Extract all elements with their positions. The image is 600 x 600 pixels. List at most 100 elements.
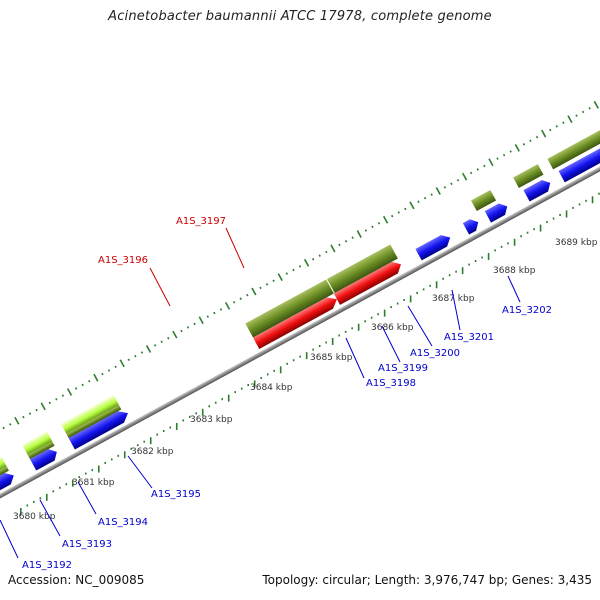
- gene-label[interactable]: A1S_3198: [366, 378, 416, 389]
- label-leaders: [0, 227, 521, 559]
- gene-label[interactable]: A1S_3202: [502, 305, 552, 316]
- tick-mark: [549, 128, 552, 132]
- tick-mark: [338, 334, 340, 337]
- tick-mark: [119, 359, 125, 368]
- map-title: Acinetobacter baumannii ATCC 17978, comp…: [108, 9, 492, 24]
- tick-mark: [277, 273, 283, 282]
- tick-mark: [364, 320, 366, 323]
- tick-mark: [219, 308, 223, 311]
- gene-A1S_3201-arrow[interactable]: [523, 177, 553, 202]
- tick-mark: [172, 330, 178, 339]
- scale-label: 3689 kbp: [555, 238, 598, 248]
- tick-mark: [107, 369, 111, 372]
- tick-mark: [130, 447, 133, 450]
- feature-block[interactable]: [66, 404, 122, 439]
- gene-label[interactable]: A1S_3194: [98, 517, 148, 528]
- gene-A1S_3202-arrow[interactable]: [558, 127, 600, 183]
- tick-mark: [78, 476, 81, 479]
- feature-block-A1S_3197[interactable]: [245, 279, 334, 338]
- tick-mark: [14, 416, 20, 425]
- tick-mark: [175, 422, 178, 430]
- tick-mark: [338, 243, 341, 247]
- tick-mark: [312, 348, 314, 351]
- tick-mark: [318, 345, 321, 348]
- gene-label[interactable]: A1S_3199: [378, 363, 428, 374]
- tick-mark: [382, 215, 389, 224]
- gene-label[interactable]: A1S_3201: [444, 332, 494, 343]
- tick-mark: [162, 430, 165, 433]
- feature-block[interactable]: [27, 441, 55, 460]
- tick-mark: [364, 229, 368, 232]
- gene-A1S_3199-arrow[interactable]: [462, 216, 482, 235]
- tick-mark: [136, 444, 139, 447]
- tick-mark: [305, 352, 308, 360]
- gene-label[interactable]: A1S_3193: [62, 539, 112, 550]
- gene-label[interactable]: A1S_3195: [151, 489, 201, 500]
- tick-mark: [318, 254, 321, 257]
- tick-mark: [234, 391, 237, 394]
- feature-block[interactable]: [22, 431, 53, 456]
- genome-track: [0, 100, 600, 518]
- tick-mark: [193, 322, 196, 326]
- tick-mark: [55, 397, 58, 401]
- tick-mark: [298, 265, 302, 268]
- tick-mark: [591, 196, 594, 204]
- tick-mark: [253, 380, 256, 388]
- tick-mark: [409, 201, 415, 210]
- gene-A1S_3198-arrow[interactable]: [415, 232, 453, 261]
- feature-block[interactable]: [513, 164, 544, 189]
- inner-tick-rail: [20, 192, 600, 515]
- tick-mark: [539, 224, 542, 232]
- gene-A1S_3200-arrow[interactable]: [484, 201, 511, 223]
- gene-A1S_3192-arrow[interactable]: [0, 470, 17, 497]
- tick-mark: [581, 110, 585, 114]
- gene-A1S_3197-arrow[interactable]: [253, 294, 340, 349]
- tick-mark: [509, 150, 512, 153]
- tick-mark: [180, 329, 183, 333]
- tick-mark: [28, 412, 32, 415]
- tick-mark: [214, 401, 217, 404]
- tick-mark: [221, 398, 224, 401]
- tick-mark: [578, 203, 581, 206]
- tick-mark: [2, 426, 5, 430]
- tick-mark: [266, 373, 269, 376]
- tick-mark: [311, 257, 315, 261]
- tick-mark: [422, 288, 425, 291]
- gene-label[interactable]: A1S_3197: [176, 216, 226, 227]
- gene-label[interactable]: A1S_3192: [22, 560, 72, 571]
- gene-label[interactable]: A1S_3196: [98, 255, 148, 266]
- tick-mark: [91, 469, 94, 472]
- tick-mark: [588, 107, 591, 110]
- tick-mark: [417, 200, 420, 204]
- feature-block[interactable]: [471, 189, 497, 212]
- scale-label: 3685 kbp: [310, 353, 353, 363]
- tick-mark: [260, 376, 262, 379]
- feature-block[interactable]: [0, 466, 9, 485]
- tick-mark: [58, 486, 61, 489]
- gene-A1S_3195-arrow[interactable]: [68, 407, 131, 450]
- tick-mark: [371, 225, 374, 229]
- tick-mark: [201, 408, 204, 416]
- gene-A1S_3196-arrow[interactable]: [333, 259, 404, 305]
- tick-mark: [585, 199, 587, 202]
- feature-block-A1S_3196[interactable]: [327, 244, 398, 294]
- leader-A1S_3192: [0, 519, 19, 559]
- feature-block[interactable]: [547, 114, 600, 170]
- leader-A1S_3196: [149, 267, 171, 307]
- tick-mark: [483, 164, 486, 168]
- scale-label: 3680 kbp: [13, 512, 56, 522]
- tick-mark: [299, 355, 301, 358]
- tick-mark: [292, 268, 295, 272]
- tick-mark: [404, 207, 407, 211]
- gene-label[interactable]: A1S_3200: [410, 348, 460, 359]
- tick-mark: [153, 344, 157, 347]
- tick-mark: [48, 401, 51, 405]
- tick-mark: [169, 426, 172, 429]
- tick-mark: [488, 158, 494, 167]
- feature-block[interactable]: [60, 395, 120, 435]
- scale-label: 3686 kbp: [371, 323, 414, 333]
- tick-mark: [45, 493, 48, 501]
- tick-mark: [476, 168, 479, 171]
- gene-A1S_3193-arrow[interactable]: [30, 446, 60, 471]
